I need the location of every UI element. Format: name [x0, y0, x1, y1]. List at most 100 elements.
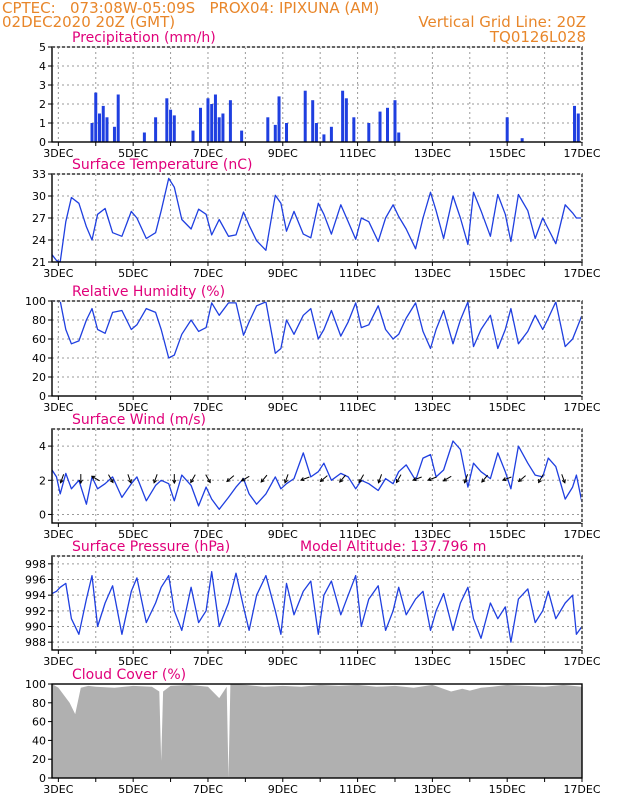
model-altitude-label: Model Altitude: 137.796 m: [300, 539, 486, 555]
wind-arrow: [190, 474, 196, 484]
wind-arrow: [463, 474, 469, 484]
wind-line: [51, 440, 583, 510]
y-tick-label: 0: [39, 136, 46, 149]
x-tick-label: 13DEC: [414, 528, 451, 541]
x-tick-label: 11DEC: [339, 783, 376, 796]
x-tick-label: 9DEC: [268, 783, 298, 796]
y-tick-label: 3: [39, 79, 46, 92]
y-tick-label: 60: [32, 716, 46, 729]
precip-bar: [112, 126, 116, 142]
y-tick-label: 20: [32, 753, 46, 766]
precip-bar: [520, 138, 524, 142]
precip-bar: [386, 107, 390, 142]
x-tick-label: 11DEC: [339, 528, 376, 541]
wind-arrow: [395, 474, 402, 484]
x-tick-label: 7DEC: [193, 655, 223, 668]
header-grid-note: Vertical Grid Line: 20Z: [418, 13, 586, 31]
y-tick-label: 5: [39, 41, 46, 54]
y-tick-label: 80: [32, 697, 46, 710]
wind-frame: [51, 428, 583, 524]
wind-arrow: [283, 474, 289, 484]
precip-bar: [191, 130, 195, 142]
wind-arrow: [240, 475, 250, 482]
x-tick-label: 15DEC: [489, 267, 526, 280]
x-tick-label: 11DEC: [339, 147, 376, 160]
y-tick-label: 0: [39, 508, 46, 521]
x-tick-label: 7DEC: [193, 147, 223, 160]
x-tick-label: 17DEC: [563, 655, 600, 668]
precip-bar: [172, 115, 176, 142]
x-tick-label: 17DEC: [563, 528, 600, 541]
x-tick-label: 3DEC: [43, 783, 73, 796]
y-tick-label: 992: [25, 605, 46, 618]
temperature-title: Surface Temperature (nC): [72, 157, 253, 173]
wind-panel: Surface Wind (m/s) 0 2 4 3DEC 5DEC 7DEC 9DEC 11D…: [39, 412, 601, 541]
precip-bar: [344, 98, 348, 142]
precip-bar: [311, 100, 315, 142]
y-tick-label: 33: [32, 168, 46, 181]
precip-bar: [94, 92, 98, 142]
x-tick-label: 9DEC: [268, 401, 298, 414]
x-tick-label: 11DEC: [339, 401, 376, 414]
precip-bar: [221, 113, 225, 142]
x-tick-label: 5DEC: [118, 267, 148, 280]
y-tick-label: 100: [25, 295, 46, 308]
precip-bar: [165, 98, 169, 142]
x-tick-label: 3DEC: [43, 267, 73, 280]
y-tick-label: 40: [32, 352, 46, 365]
x-tick-label: 9DEC: [268, 528, 298, 541]
precip-bar: [329, 126, 333, 142]
header-date-line: 02DEC2020 20Z (GMT): [2, 13, 176, 31]
precip-bar: [303, 90, 307, 142]
precip-bar: [322, 134, 326, 142]
precip-bar: [341, 90, 345, 142]
wind-arrow: [501, 476, 512, 482]
y-tick-label: 40: [32, 734, 46, 747]
header-station-line: CPTEC: 073:08W-05:09S PROX04: IPIXUNA (A…: [2, 0, 380, 17]
wind-arrow: [260, 474, 268, 483]
x-tick-label: 13DEC: [414, 147, 451, 160]
y-tick-label: 30: [32, 190, 46, 203]
precip-bar: [393, 100, 397, 142]
x-tick-label: 7DEC: [193, 783, 223, 796]
pressure-panel: Surface Pressure (hPa) Model Altitude: 13…: [25, 539, 601, 668]
wind-arrow: [319, 475, 328, 483]
y-tick-label: 0: [39, 390, 46, 403]
precip-bar: [217, 117, 221, 142]
y-tick-label: 21: [32, 256, 46, 269]
precip-bar: [240, 130, 244, 142]
x-tick-label: 9DEC: [268, 147, 298, 160]
precip-bar: [98, 113, 102, 142]
pressure-line: [51, 571, 583, 643]
cloud-cover-panel: Cloud Cover (%) 0 20 40 60 80 100 3DEC 5DEC 7DEC 9…: [25, 667, 601, 796]
humidity-frame: [51, 300, 583, 397]
cloud-cover-area: [52, 684, 582, 778]
y-tick-label: 0: [39, 772, 46, 785]
precip-bar: [314, 123, 318, 142]
x-tick-label: 17DEC: [563, 401, 600, 414]
x-tick-label: 5DEC: [118, 147, 148, 160]
y-tick-label: 990: [25, 621, 46, 634]
y-tick-label: 998: [25, 558, 46, 571]
wind-arrow: [377, 474, 383, 484]
wind-arrow: [205, 474, 211, 484]
precip-bar: [90, 123, 94, 142]
y-tick-label: 27: [32, 212, 46, 225]
precip-bar: [213, 94, 217, 142]
x-tick-label: 7DEC: [193, 528, 223, 541]
temperature-panel: Surface Temperature (nC) 21 24 27 30 33 3DEC 5D…: [32, 157, 601, 280]
y-tick-label: 80: [32, 314, 46, 327]
x-tick-label: 15DEC: [489, 528, 526, 541]
pressure-frame: [51, 555, 583, 651]
precip-bar: [277, 96, 281, 142]
header-model-id: TQ0126L028: [489, 28, 586, 46]
y-tick-label: 4: [39, 440, 46, 453]
precip-bar: [169, 109, 173, 142]
precip-bar: [367, 123, 371, 142]
x-tick-label: 7DEC: [193, 401, 223, 414]
wind-arrow: [481, 474, 489, 483]
y-tick-label: 24: [32, 234, 46, 247]
x-tick-label: 15DEC: [489, 655, 526, 668]
y-tick-label: 2: [39, 98, 46, 111]
wind-arrow: [226, 475, 235, 483]
